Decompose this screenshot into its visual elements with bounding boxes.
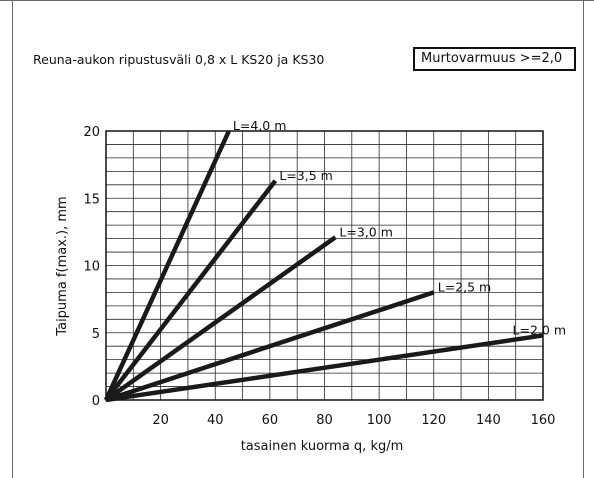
y-tick-label: 5 [92, 327, 100, 342]
series-lines [103, 130, 544, 403]
series-label: L=3,0 m [339, 224, 392, 239]
plot-border [105, 130, 544, 401]
x-tick-label: 80 [316, 413, 333, 428]
y-axis-title: Taipuma f(max.), mm [55, 196, 70, 336]
chart-header-title: Reuna-aukon ripustusväli 0,8 x L KS20 ja… [33, 52, 325, 67]
series-label: L=2,0 m [513, 322, 566, 337]
series-line [105, 290, 435, 403]
y-tick-label: 10 [83, 260, 100, 275]
y-tick-label: 15 [83, 192, 100, 207]
series-labels: L=4,0 m L=3,5 m L=3,0 m L=2,5 m L=2,0 m [233, 118, 566, 337]
series-line [104, 235, 337, 402]
series-label: L=3,5 m [279, 168, 332, 183]
x-tick-label: 140 [476, 413, 501, 428]
x-tick-label: 120 [421, 413, 446, 428]
x-tick-label: 40 [207, 413, 224, 428]
x-tick-label: 160 [531, 413, 556, 428]
frame-top-border [0, 0, 594, 1]
y-tick-label: 0 [92, 394, 100, 409]
y-tick-label: 20 [83, 125, 100, 140]
plot-frame [105, 130, 544, 401]
frame-left-border [12, 0, 13, 478]
frame-right-border [583, 0, 584, 478]
x-tick-label: 60 [262, 413, 279, 428]
x-tick-label: 20 [152, 413, 169, 428]
x-tick-label: 100 [367, 413, 392, 428]
series-label: L=2,5 m [438, 279, 491, 294]
x-axis-title: tasainen kuorma q, kg/m [241, 439, 404, 454]
series-line [103, 130, 231, 401]
series-line [104, 179, 278, 402]
series-label: L=4,0 m [233, 118, 286, 133]
series-line [105, 333, 544, 403]
safety-factor-box: Murtovarmuus >=2,0 [413, 47, 576, 71]
x-tick-labels: 20 40 60 80 100 120 140 160 [152, 413, 555, 428]
y-tick-labels: 0 5 10 15 20 [83, 125, 100, 409]
